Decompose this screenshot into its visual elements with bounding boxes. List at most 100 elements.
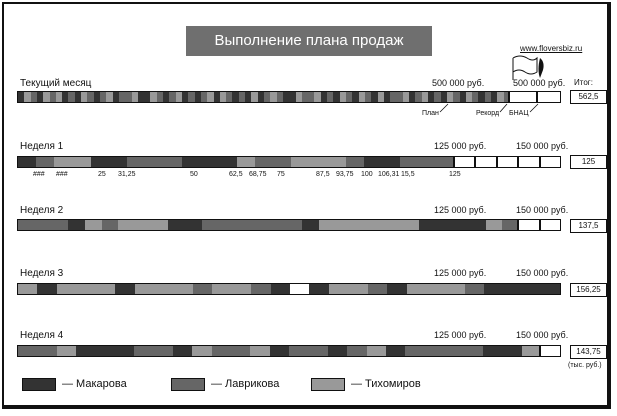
report-frame (2, 2, 611, 409)
week-1-tick-label: ### (33, 171, 45, 178)
bar-segment (352, 220, 370, 230)
bar-segment (218, 157, 237, 167)
bar-segment (87, 92, 95, 102)
bar-segment (18, 157, 37, 167)
legend-swatch-tikhomirov (311, 378, 345, 391)
bar-segment (452, 220, 470, 230)
bar-segment (327, 157, 347, 167)
month-remaining-cell (537, 91, 561, 103)
bar-segment (188, 92, 196, 102)
bar-segment (282, 92, 290, 102)
bar-segment (440, 92, 448, 102)
bar-segment (115, 284, 136, 294)
bar-segment (445, 284, 466, 294)
bar-segment (352, 92, 360, 102)
bar-segment (18, 92, 25, 102)
bar-segment (254, 157, 274, 167)
week-1-tick-label: 68,75 (249, 171, 267, 178)
bar-segment (49, 92, 57, 102)
bar-segment (502, 346, 523, 356)
legend-swatch-makarova (22, 378, 56, 391)
bar-segment (219, 92, 227, 102)
week-4-total: 143,75 (570, 345, 607, 359)
bar-segment (37, 284, 58, 294)
week-2-record-amount: 150 000 руб. (516, 205, 569, 215)
bar-segment (68, 220, 86, 230)
bar-segment (185, 220, 203, 230)
bar-segment (347, 346, 368, 356)
bar-segment (131, 92, 139, 102)
bar-segment (118, 220, 136, 230)
bar-segment (402, 220, 420, 230)
bar-segment (386, 346, 406, 356)
bar-segment (232, 92, 240, 102)
bar-segment (289, 92, 297, 102)
bar-segment (36, 157, 55, 167)
bar-segment (236, 157, 256, 167)
bar-segment (444, 346, 464, 356)
bar-segment (74, 92, 82, 102)
bar-segment (95, 284, 116, 294)
bar-segment (309, 284, 330, 294)
bar-segment (251, 220, 269, 230)
week-3-plan-amount: 125 000 руб. (434, 268, 487, 278)
bar-segment (468, 220, 487, 230)
bar-segment (426, 284, 446, 294)
week-1-tick-label: 50 (190, 171, 198, 178)
site-link[interactable]: www.floversbiz.ru (520, 44, 583, 53)
bar-segment (93, 92, 101, 102)
week-1-tick-label: 15,5 (401, 171, 415, 178)
bar-segment (405, 346, 426, 356)
week-1-tick-label: 75 (277, 171, 285, 178)
bar-segment (51, 220, 69, 230)
legend-label-lavrikova: — Лаврикова (211, 378, 280, 390)
bar-segment (24, 92, 32, 102)
bar-segment (257, 92, 265, 102)
bar-segment (289, 346, 310, 356)
week-1-remaining-cell (454, 156, 475, 168)
bar-segment (400, 157, 420, 167)
week-2-remaining-cell (540, 219, 561, 231)
bar-segment (154, 284, 174, 294)
bar-segment (464, 284, 485, 294)
bar-segment (251, 284, 272, 294)
bar-segment (345, 157, 365, 167)
bar-segment (291, 157, 310, 167)
bar-segment (453, 92, 461, 102)
bar-segment (424, 346, 445, 356)
bar-segment (285, 220, 303, 230)
bar-segment (192, 346, 213, 356)
week-2-remaining-cell (518, 219, 540, 231)
legend-label-makarova: — Макарова (62, 378, 127, 390)
bar-segment (173, 284, 194, 294)
week-4-remaining-cell (540, 345, 561, 357)
bar-segment (290, 284, 310, 294)
bar-segment (503, 284, 524, 294)
week-1-remaining-cell (540, 156, 561, 168)
bar-segment (358, 92, 366, 102)
bar-segment (200, 157, 219, 167)
bar-segment (463, 346, 484, 356)
week-1-tick-label: 125 (449, 171, 461, 178)
month-total: 562,5 (570, 90, 607, 104)
bar-segment (485, 220, 503, 230)
week-4-plan-amount: 125 000 руб. (434, 330, 487, 340)
week-3-progress-bar (17, 283, 561, 295)
bar-segment (346, 92, 353, 102)
bar-segment (542, 284, 560, 294)
month-progress-bar (17, 91, 509, 103)
week-1-tick-label: 106,31 (378, 171, 400, 178)
bar-segment (90, 157, 110, 167)
bar-segment (327, 92, 334, 102)
bar-segment (502, 220, 517, 230)
bar-segment (101, 220, 119, 230)
bar-segment (308, 346, 329, 356)
bar-segment (436, 157, 453, 167)
bar-segment (218, 220, 236, 230)
bar-segment (371, 92, 379, 102)
bar-segment (163, 157, 183, 167)
bar-segment (269, 346, 290, 356)
week-1-tick-label: 87,5 (316, 171, 330, 178)
week-1-total: 125 (570, 155, 607, 169)
bar-segment (333, 92, 341, 102)
